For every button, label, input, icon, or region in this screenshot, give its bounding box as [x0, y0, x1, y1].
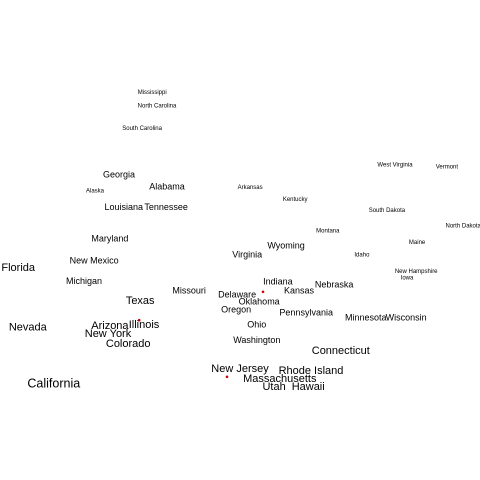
- point-label-georgia: Georgia: [103, 170, 135, 180]
- point-label-delaware: Delaware: [218, 290, 256, 300]
- point-label-missouri: Missouri: [172, 285, 206, 295]
- point-label-south-carolina: South Carolina: [122, 126, 162, 132]
- marker-layer: [137, 290, 265, 379]
- point-label-virginia: Virginia: [232, 249, 262, 259]
- point-label-west-virginia: West Virginia: [377, 163, 413, 169]
- point-label-texas: Texas: [126, 295, 155, 307]
- point-label-maryland: Maryland: [91, 233, 128, 243]
- point-label-oregon: Oregon: [221, 304, 251, 314]
- point-label-wyoming: Wyoming: [267, 241, 304, 251]
- point-label-illinois: Illinois: [129, 319, 160, 331]
- point-label-utah: Utah: [262, 381, 285, 393]
- data-point-marker-3: [225, 375, 229, 379]
- point-label-ohio: Ohio: [247, 319, 266, 329]
- point-label-michigan: Michigan: [66, 276, 102, 286]
- point-label-kansas: Kansas: [284, 285, 315, 295]
- data-point-marker-2: [261, 290, 265, 294]
- point-label-washington: Washington: [233, 335, 280, 345]
- point-label-alaska: Alaska: [86, 189, 105, 195]
- point-label-vermont: Vermont: [436, 165, 459, 171]
- point-label-wisconsin: Wisconsin: [386, 313, 427, 323]
- point-label-mississippi: Mississippi: [138, 90, 167, 96]
- label-layer: Mississippi North Carolina South Carolina W…: [1, 90, 480, 393]
- point-label-nevada: Nevada: [9, 322, 48, 334]
- point-label-montana: Montana: [316, 228, 340, 234]
- point-label-maine: Maine: [409, 240, 426, 246]
- point-label-new-mexico: New Mexico: [70, 255, 119, 265]
- point-label-florida: Florida: [1, 262, 36, 274]
- point-label-colorado: Colorado: [106, 338, 151, 350]
- data-point-marker-1: [137, 318, 141, 322]
- point-label-hawaii: Hawaii: [292, 381, 325, 393]
- point-label-minnesota: Minnesota: [345, 313, 387, 323]
- point-label-louisiana: Louisiana: [105, 202, 144, 212]
- point-label-south-dakota: South Dakota: [369, 208, 406, 214]
- point-label-idaho: Idaho: [354, 252, 370, 258]
- point-label-massachusetts: Massachusetts: [243, 373, 317, 385]
- point-label-rhode-island: Rhode Island: [279, 365, 344, 377]
- point-label-new-jersey: New Jersey: [211, 363, 269, 375]
- point-label-arkansas: Arkansas: [238, 185, 263, 191]
- point-label-arizona: Arizona: [91, 320, 129, 332]
- point-label-oklahoma: Oklahoma: [239, 296, 280, 306]
- point-label-alabama: Alabama: [149, 182, 185, 192]
- point-label-kentucky: Kentucky: [283, 197, 308, 203]
- point-label-new-york: New York: [85, 328, 132, 340]
- point-label-north-carolina: North Carolina: [138, 104, 177, 110]
- point-label-iowa: Iowa: [401, 275, 414, 281]
- point-label-california: California: [27, 376, 80, 390]
- point-label-pennsylvania: Pennsylvania: [279, 307, 333, 317]
- point-label-nebraska: Nebraska: [315, 279, 354, 289]
- point-label-tennessee: Tennessee: [144, 202, 188, 212]
- point-label-new-hampshire: New Hampshire: [395, 269, 438, 275]
- point-label-connecticut: Connecticut: [312, 345, 370, 357]
- point-label-north-dakota: North Dakota: [446, 224, 480, 230]
- point-label-indiana: Indiana: [263, 277, 293, 287]
